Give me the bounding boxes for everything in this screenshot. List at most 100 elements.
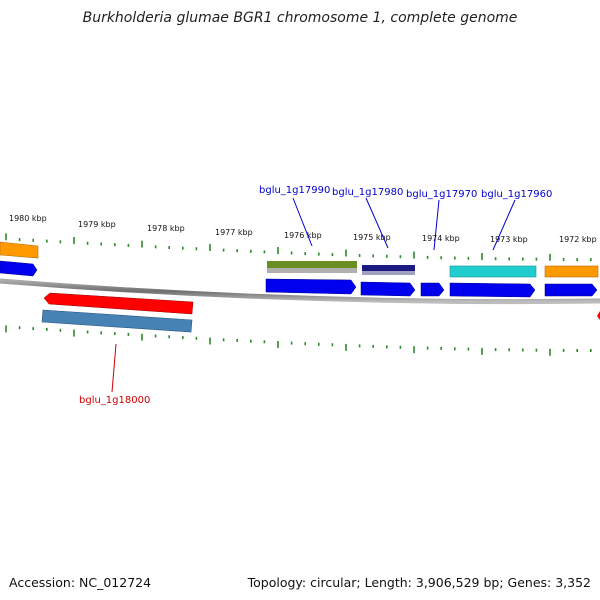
feature-ring-outer (0, 241, 599, 278)
kbp-tick-minor (168, 246, 170, 249)
gene-label-bglu_1g17960[interactable]: bglu_1g17960 (481, 189, 552, 200)
kbp-tick-minor (114, 332, 116, 336)
feature-block-navy[interactable] (362, 265, 415, 271)
gene-label-bglu_1g17970[interactable]: bglu_1g17970 (406, 189, 477, 200)
kbp-tick-major (345, 343, 347, 351)
feature-block-olive[interactable] (267, 261, 357, 268)
kbp-tick-minor (154, 245, 157, 249)
kbp-tick-major (141, 333, 143, 341)
kbp-tick-minor (522, 257, 524, 261)
kbp-tick-minor (195, 336, 198, 340)
map-title: Burkholderia glumae BGR1 chromosome 1, c… (82, 10, 518, 26)
kbp-tick-minor (59, 328, 62, 332)
kbp-tick-minor (426, 346, 429, 350)
kbp-tick-minor (372, 254, 374, 258)
kbp-tick-minor (440, 256, 442, 260)
leader-line-bglu_1g17970 (433, 199, 440, 251)
kbp-tick-minor (318, 342, 320, 346)
kbp-tick-major (209, 337, 211, 345)
topology-stats-text: Topology: circular; Length: 3,906,529 bp… (247, 575, 591, 590)
kbp-tick-minor (494, 257, 497, 261)
kbp-tick-major (5, 325, 7, 333)
kbp-tick-minor (263, 340, 266, 344)
kbp-label-1974: 1974 kbp (422, 234, 460, 243)
leader-line-bglu_1g17980 (365, 197, 389, 249)
kbp-tick-major (277, 341, 279, 348)
gene-arrow-bglu_1g17960[interactable] (449, 282, 536, 298)
kbp-label-1973: 1973 kbp (490, 235, 528, 244)
kbp-tick-minor (358, 254, 361, 257)
kbp-tick-minor (562, 257, 565, 261)
feature-block-orange-right[interactable] (544, 265, 599, 278)
kbp-tick-minor (399, 345, 402, 349)
kbp-label-1980: 1980 kbp (9, 214, 47, 223)
feature-block-cyan[interactable] (449, 265, 537, 278)
kbp-tick-minor (154, 334, 157, 338)
kbp-tick-minor (576, 258, 578, 261)
gene-arrow-bglu_1g17980[interactable] (360, 281, 416, 297)
kbp-tick-minor (86, 241, 89, 245)
kbp-tick-minor (454, 256, 456, 260)
kbp-tick-minor (318, 252, 320, 256)
gene-leader-lines (111, 197, 516, 393)
kbp-tick-minor (236, 339, 238, 342)
feature-block-steelblue[interactable] (41, 309, 193, 333)
feature-block-orange-left[interactable] (0, 241, 39, 259)
kbp-tick-minor (46, 327, 48, 331)
kbp-tick-major (141, 240, 143, 248)
kbp-tick-minor (386, 345, 388, 349)
kbp-tick-minor (399, 255, 402, 259)
kbp-tick-minor (426, 255, 429, 259)
kbp-tick-minor (290, 251, 293, 255)
kbp-tick-major (413, 346, 415, 354)
kbp-tick-minor (454, 347, 456, 351)
kbp-tick-minor (304, 342, 306, 346)
gene-label-bglu_1g18000[interactable]: bglu_1g18000 (79, 395, 150, 406)
kbp-tick-minor (590, 349, 592, 352)
kbp-tick-minor (358, 344, 361, 348)
kbp-tick-major (73, 329, 75, 337)
kbp-tick-minor (331, 343, 334, 347)
gene-label-bglu_1g17980[interactable]: bglu_1g17980 (332, 187, 403, 198)
kbp-label-1977: 1977 kbp (215, 228, 253, 237)
leader-line-bglu_1g18000 (111, 343, 117, 393)
kbp-tick-minor (168, 335, 170, 339)
kbp-label-1979: 1979 kbp (78, 220, 116, 229)
gene-arrow-forward-left[interactable] (0, 260, 38, 277)
gene-labels: bglu_1g17990 bglu_1g17980 bglu_1g17970 b… (79, 185, 552, 406)
kbp-tick-minor (222, 338, 225, 342)
kbp-label-1976: 1976 kbp (284, 231, 322, 240)
kbp-tick-major (73, 237, 75, 244)
kbp-ticks-upper (5, 233, 592, 261)
kbp-tick-minor (372, 344, 374, 348)
kbp-tick-major (345, 249, 347, 257)
kbp-labels: 1980 kbp 1979 kbp 1978 kbp 1977 kbp 1976… (9, 214, 597, 244)
kbp-tick-major (413, 251, 415, 259)
forward-strand-genes (0, 260, 598, 298)
gene-label-bglu_1g17990[interactable]: bglu_1g17990 (259, 185, 330, 196)
gene-arrow-bglu_1g17990[interactable] (265, 278, 357, 295)
kbp-tick-minor (250, 339, 252, 343)
kbp-tick-minor (263, 250, 266, 254)
kbp-tick-minor (182, 246, 184, 250)
kbp-tick-minor (236, 249, 238, 253)
kbp-tick-minor (590, 258, 592, 261)
kbp-tick-minor (522, 348, 524, 352)
gene-arrow-forward-right[interactable] (544, 283, 598, 297)
kbp-tick-minor (114, 243, 116, 247)
gene-arrow-reverse-edge[interactable] (597, 311, 600, 320)
kbp-tick-minor (195, 247, 198, 251)
gene-arrow-bglu_1g18000[interactable] (43, 292, 194, 315)
kbp-tick-minor (467, 347, 470, 351)
gene-arrow-bglu_1g17970[interactable] (420, 282, 445, 297)
kbp-tick-minor (331, 253, 334, 257)
genome-backbone (0, 278, 600, 305)
kbp-label-1978: 1978 kbp (147, 224, 185, 233)
kbp-tick-minor (18, 238, 21, 242)
kbp-tick-minor (100, 331, 102, 335)
kbp-tick-major (277, 247, 279, 254)
kbp-tick-minor (222, 248, 225, 252)
reverse-strand-genes (41, 292, 600, 333)
kbp-tick-minor (290, 341, 293, 345)
kbp-tick-minor (508, 257, 510, 261)
